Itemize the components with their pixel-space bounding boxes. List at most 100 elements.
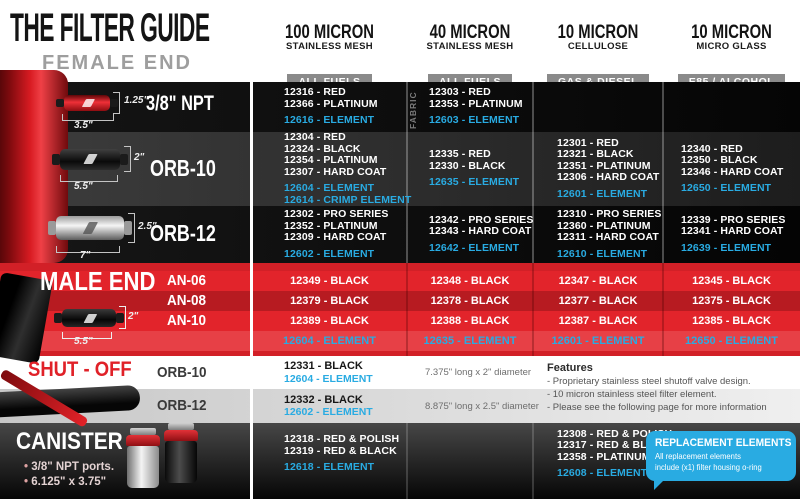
cell-canister-100micron: 12318 - RED & POLISH 12319 - RED & BLACK… bbox=[252, 425, 407, 483]
element-number: 12635 - ELEMENT bbox=[423, 335, 517, 347]
element-number: 12601 - ELEMENT bbox=[551, 335, 645, 347]
element-number: 12614 - CRIMP ELEMENT bbox=[284, 193, 412, 206]
element-number: 12603 - ELEMENT bbox=[429, 114, 520, 127]
shutoff-size-label: ORB-12 bbox=[157, 397, 207, 414]
an-size-label: AN-06 bbox=[167, 272, 207, 289]
cell-orb12-100micron: 12302 - PRO SERIES 12352 - PLATINUM 1230… bbox=[252, 206, 407, 263]
dimension-bracket bbox=[124, 146, 131, 172]
column-header-100-micron: 100 MICRON STAINLESS MESH ALL FUELS bbox=[252, 23, 407, 90]
section-label-shutoff: SHUT - OFF bbox=[28, 358, 132, 381]
column-divider bbox=[406, 82, 408, 263]
part-number: 12316 - RED bbox=[284, 86, 346, 99]
part-number: 12307 - HARD COAT bbox=[284, 165, 387, 178]
part-number: 12321 - BLACK bbox=[557, 148, 634, 161]
row-npt-background bbox=[0, 82, 800, 132]
cell-orb10-100micron: 12304 - RED 12324 - BLACK 12354 - PLATIN… bbox=[252, 131, 412, 206]
dimension-label: 5.5" bbox=[74, 336, 93, 347]
part-number: 12306 - HARD COAT bbox=[557, 171, 660, 184]
part-number: 12317 - RED & BLACK bbox=[557, 439, 670, 451]
cell-npt-100micron: 12316 - RED 12366 - PLATINUM 12616 - ELE… bbox=[252, 82, 407, 132]
dimension-label: 5.5" bbox=[74, 181, 93, 192]
column-divider bbox=[532, 82, 534, 263]
element-number: 12602 - ELEMENT bbox=[284, 247, 375, 260]
dimension-label: 2.5" bbox=[138, 221, 157, 232]
column-divider bbox=[662, 82, 664, 263]
element-number: 12650 - ELEMENT bbox=[681, 182, 772, 194]
an-size-label: AN-08 bbox=[167, 292, 207, 309]
label-column-separator bbox=[250, 82, 253, 499]
replacement-body-line1: All replacement elements bbox=[655, 451, 741, 461]
part-number: 12389 - BLACK bbox=[290, 315, 369, 327]
male-row-an08: AN-08 12379 - BLACK 12378 - BLACK 12377 … bbox=[0, 291, 800, 311]
cell-orb10-micro-glass: 12340 - RED 12350 - BLACK 12346 - HARD C… bbox=[663, 132, 800, 206]
shutoff-spec: 8.875" long x 2.5" diameter bbox=[425, 400, 539, 412]
features-title: Features bbox=[547, 362, 593, 374]
cell-canister-cellulose: 12308 - RED & POLISH 12317 - RED & BLACK… bbox=[533, 425, 673, 483]
part-number: 12348 - BLACK bbox=[430, 275, 510, 287]
part-number: 12354 - PLATINUM bbox=[284, 154, 378, 166]
aeromotive-logo-mark bbox=[82, 99, 96, 107]
part-number: 12331 - BLACK bbox=[284, 360, 363, 372]
canister-cap bbox=[164, 430, 198, 441]
part-number: 12330 - BLACK bbox=[429, 159, 506, 172]
male-row-an06: AN-06 12349 - BLACK 12348 - BLACK 12347 … bbox=[0, 271, 800, 291]
mounting-bracket bbox=[168, 423, 194, 430]
aeromotive-logo-mark bbox=[82, 222, 98, 234]
part-number: 12340 - RED bbox=[681, 142, 743, 155]
dimension-bracket bbox=[113, 92, 120, 114]
part-number: 12302 - PRO SERIES bbox=[284, 208, 389, 220]
section-label-male-end: MALE END bbox=[40, 266, 156, 296]
part-number: 12387 - BLACK bbox=[558, 315, 638, 327]
part-number: 12311 - HARD COAT bbox=[557, 231, 659, 243]
element-number: 12608 - ELEMENT bbox=[557, 467, 648, 479]
npt-filter-image bbox=[56, 95, 118, 111]
media-label: CELLULOSE bbox=[567, 41, 629, 52]
element-number: 12639 - ELEMENT bbox=[681, 241, 772, 254]
features-block: Features - Proprietary stainless steel s… bbox=[547, 361, 767, 414]
feature-item: - 10 micron stainless steel filter eleme… bbox=[547, 389, 717, 400]
element-number: 12601 - ELEMENT bbox=[557, 187, 648, 200]
column-divider bbox=[406, 423, 408, 499]
part-number: 12318 - RED & POLISH bbox=[284, 433, 400, 446]
part-number: 12343 - HARD COAT bbox=[429, 225, 532, 238]
aeromotive-logo-mark bbox=[83, 313, 98, 323]
part-number: 12375 - BLACK bbox=[692, 295, 771, 307]
female-end-heading: FEMALE END bbox=[42, 52, 192, 74]
canister-black-photo bbox=[164, 423, 200, 485]
dimension-label: 3.5" bbox=[74, 120, 93, 131]
micron-label: 40 MICRON bbox=[429, 22, 511, 43]
dimension-bracket bbox=[62, 114, 114, 121]
micron-label: 10 MICRON bbox=[691, 22, 772, 43]
element-number: 12616 - ELEMENT bbox=[284, 114, 375, 127]
column-divider bbox=[532, 423, 534, 499]
an-size-label: AN-10 bbox=[167, 312, 207, 329]
cell-orb10-40micron: 12335 - RED 12330 - BLACK 12635 - ELEMEN… bbox=[407, 132, 533, 206]
row-label-npt: 3/8" NPT bbox=[146, 92, 214, 115]
dimension-bracket bbox=[62, 332, 112, 339]
dimension-label: 1.25" bbox=[124, 95, 149, 106]
row-orb12-background bbox=[0, 206, 800, 263]
canister-cap bbox=[126, 435, 160, 446]
cell-shutoff-orb10: 12331 - BLACK 12604 - ELEMENT bbox=[252, 356, 407, 389]
page-title: THE FILTER GUIDE bbox=[10, 6, 210, 50]
part-number: 12351 - PLATINUM bbox=[557, 159, 651, 172]
part-number: 12308 - RED & POLISH bbox=[557, 427, 673, 440]
shutoff-size-label: ORB-10 bbox=[157, 364, 207, 381]
part-number: 12304 - RED bbox=[284, 131, 346, 143]
element-number: 12604 - ELEMENT bbox=[283, 335, 376, 347]
column-divider bbox=[662, 263, 664, 356]
row-orb10-background bbox=[0, 132, 800, 206]
dimension-bracket bbox=[60, 175, 118, 182]
replacement-body-line2: include (x1) filter housing o-ring bbox=[655, 461, 762, 472]
part-number: 12342 - PRO SERIES bbox=[429, 213, 534, 226]
part-number: 12349 - BLACK bbox=[290, 275, 369, 287]
cell-npt-40micron: 12303 - RED 12353 - PLATINUM 12603 - ELE… bbox=[407, 82, 533, 132]
part-number: 12346 - HARD COAT bbox=[681, 165, 784, 178]
feature-item: - Please see the following page for more… bbox=[547, 402, 767, 413]
canister-bullet: 3/8" NPT ports. bbox=[24, 460, 114, 475]
canister-silver-photo bbox=[126, 428, 162, 490]
element-number: 12642 - ELEMENT bbox=[429, 241, 520, 254]
part-number: 12385 - BLACK bbox=[692, 315, 771, 327]
cell-shutoff-orb12: 12332 - BLACK 12602 - ELEMENT bbox=[252, 389, 407, 423]
